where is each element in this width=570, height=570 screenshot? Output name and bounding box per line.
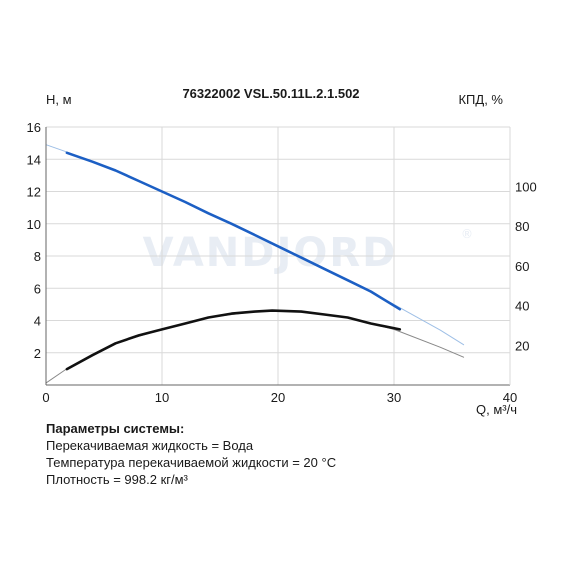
- y-axis-title: H, м: [46, 92, 72, 107]
- y2-tick-label: 60: [515, 259, 529, 274]
- y-tick-label: 10: [27, 217, 41, 232]
- y2-tick-label: 80: [515, 219, 529, 234]
- x-tick-label: 0: [42, 390, 49, 405]
- system-parameters-heading: Параметры системы:: [46, 421, 185, 436]
- y-tick-label: 12: [27, 185, 41, 200]
- series-layer: [45, 144, 465, 384]
- axes-layer: 0 10 20 30 40 2 4 6 8 10 12 14 16 20 40 60 80 100: [27, 120, 537, 405]
- x-tick-label: 20: [271, 390, 285, 405]
- y-tick-label: 14: [27, 152, 41, 167]
- chart-title: 76322002 VSL.50.11L.2.1.502: [182, 86, 359, 101]
- x-tick-label: 10: [155, 390, 169, 405]
- y2-axis-title: КПД, %: [458, 92, 503, 107]
- efficiency-operating-curve: [65, 309, 402, 371]
- system-parameters: Параметры системы: Перекачиваемая жидкос…: [46, 420, 546, 488]
- pump-curve-chart: VANDJORD ® 0 10 20 30 40 2 4 6 8 10 12 14 16 20 40 60 80…: [27, 86, 537, 417]
- y-tick-label: 4: [34, 314, 41, 329]
- param-liquid: Перекачиваемая жидкость = Вода: [46, 438, 254, 453]
- y-tick-label: 8: [34, 249, 41, 264]
- grid-layer: [46, 126, 511, 385]
- head-operating-curve: [65, 151, 402, 311]
- y-tick-label: 16: [27, 120, 41, 135]
- x-tick-label: 40: [503, 390, 517, 405]
- y-tick-label: 6: [34, 281, 41, 296]
- vandjord-watermark: VANDJORD: [143, 230, 398, 276]
- x-tick-label: 30: [387, 390, 401, 405]
- x-axis-title: Q, м³/ч: [476, 402, 517, 417]
- y-tick-label: 2: [34, 346, 41, 361]
- y2-tick-label: 100: [515, 180, 537, 195]
- param-temperature: Температура перекачиваемой жидкости = 20…: [46, 455, 337, 470]
- watermark-layer: VANDJORD ®: [143, 227, 473, 276]
- y2-tick-label: 20: [515, 338, 529, 353]
- registered-mark: ®: [461, 227, 473, 241]
- y2-tick-label: 40: [515, 299, 529, 314]
- param-density: Плотность = 998.2 кг/м³: [46, 472, 188, 487]
